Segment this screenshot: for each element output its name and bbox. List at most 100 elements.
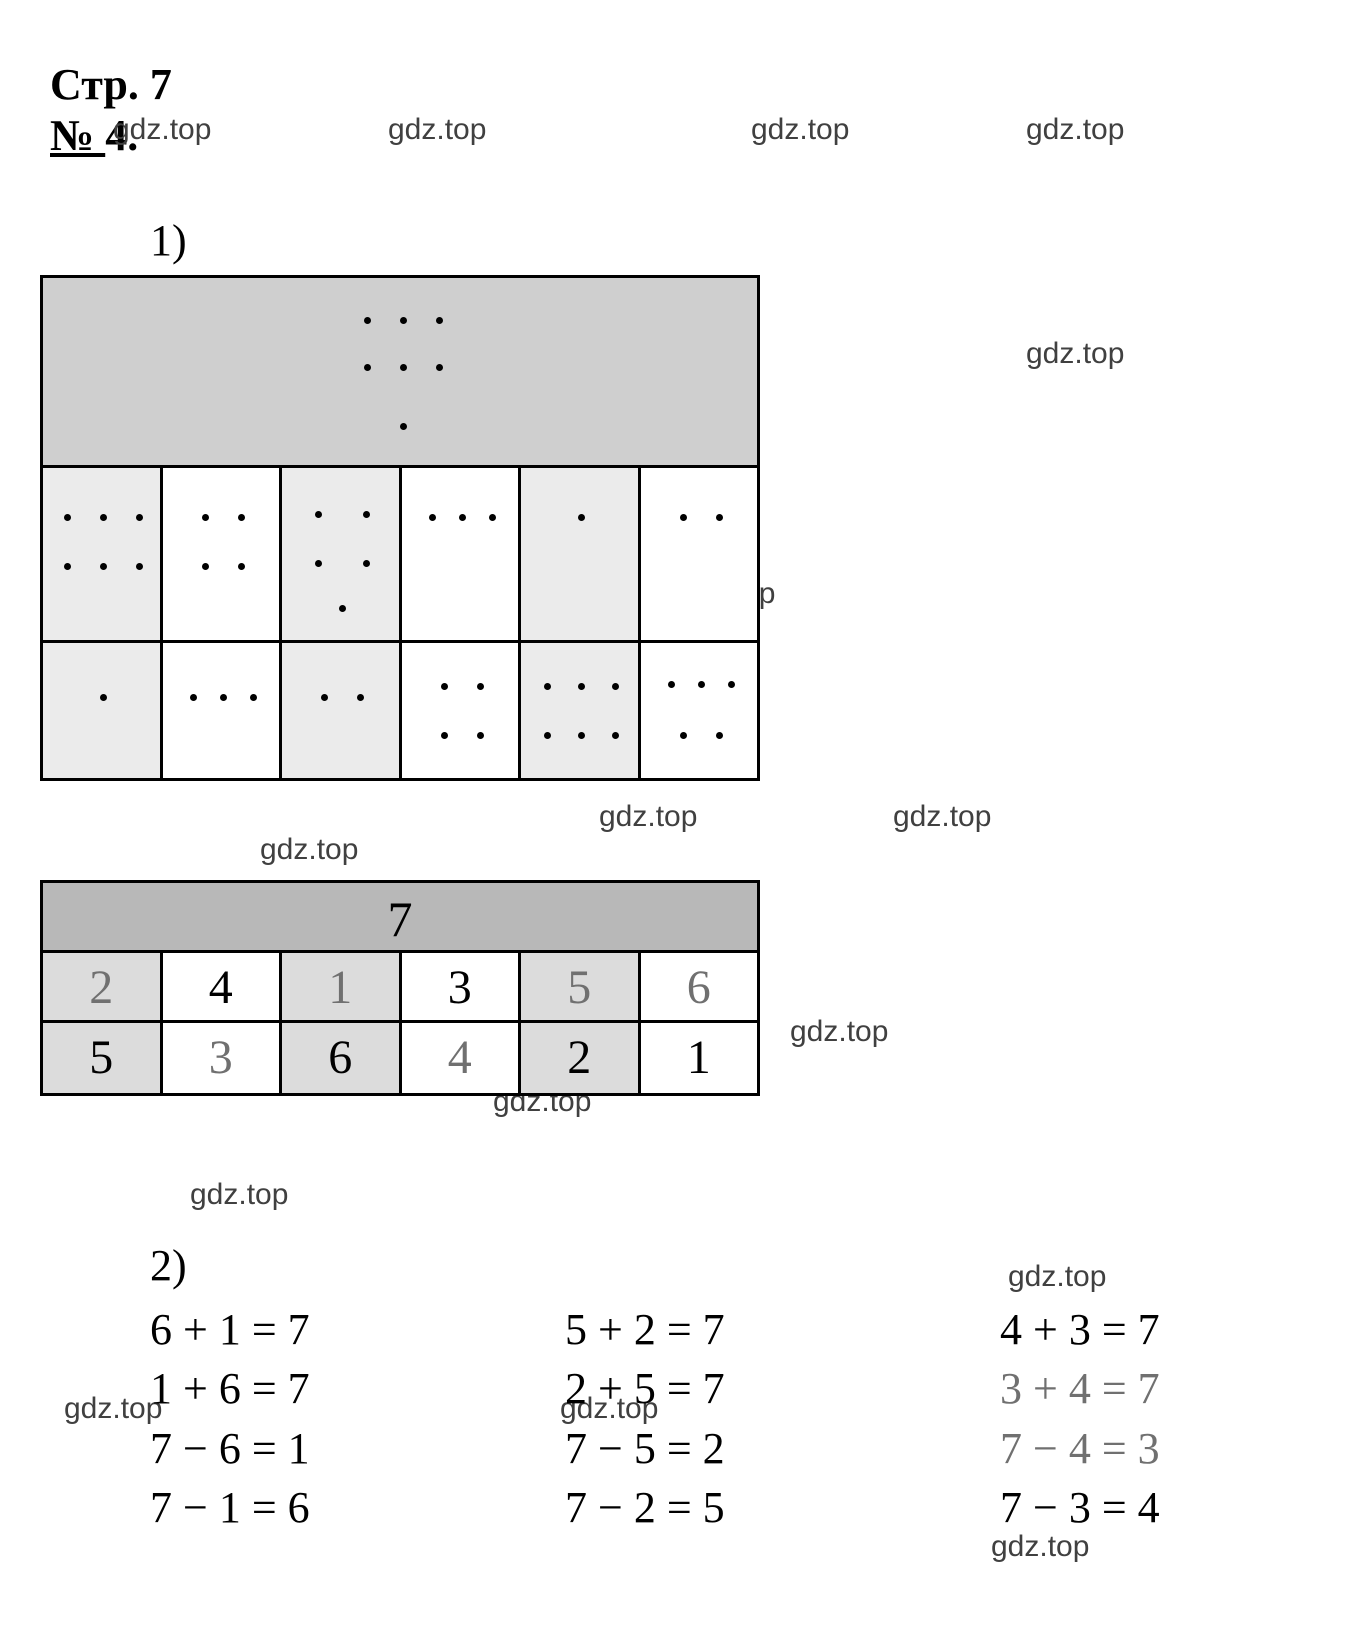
equation: 7 − 4 = 3	[1000, 1419, 1160, 1478]
part-2-label: 2)	[150, 1240, 187, 1291]
equation: 7 − 1 = 6	[150, 1478, 310, 1537]
equations-col-1: 6 + 1 = 71 + 6 = 77 − 6 = 17 − 1 = 6	[150, 1300, 310, 1538]
dot	[364, 364, 371, 371]
watermark: gdz.top	[751, 113, 849, 147]
watermark: gdz.top	[1008, 1260, 1106, 1294]
number-cell: 3	[163, 1023, 283, 1093]
watermark: gdz.top	[893, 800, 991, 834]
equation: 4 + 3 = 7	[1000, 1300, 1160, 1359]
dot	[321, 694, 328, 701]
dot	[436, 364, 443, 371]
dot	[544, 683, 551, 690]
dot	[238, 563, 245, 570]
dot	[400, 317, 407, 324]
dot	[459, 514, 466, 521]
dot	[238, 514, 245, 521]
dots-cell	[163, 643, 283, 778]
watermark: gdz.top	[64, 1392, 162, 1426]
number-cell: 4	[402, 1023, 522, 1093]
dot	[716, 514, 723, 521]
dot	[680, 732, 687, 739]
number-cell: 6	[282, 1023, 402, 1093]
dot	[680, 514, 687, 521]
dot	[315, 511, 322, 518]
numbers-table: 7 241356 536421	[40, 880, 760, 1096]
dot	[400, 364, 407, 371]
dots-cell	[163, 468, 283, 640]
dot	[315, 560, 322, 567]
number-cell: 1	[282, 953, 402, 1020]
dot	[716, 732, 723, 739]
watermark: gdz.top	[113, 113, 211, 147]
dots-table	[40, 275, 760, 781]
equation: 7 − 3 = 4	[1000, 1478, 1160, 1537]
dot	[220, 694, 227, 701]
dots-row-1	[43, 468, 757, 643]
watermark: gdz.top	[260, 833, 358, 867]
dots-cell	[521, 643, 641, 778]
dot	[357, 694, 364, 701]
dot	[698, 681, 705, 688]
dot	[363, 560, 370, 567]
numbers-table-header: 7	[43, 883, 757, 953]
numbers-row-2: 536421	[43, 1023, 757, 1093]
watermark: gdz.top	[790, 1015, 888, 1049]
dot	[364, 317, 371, 324]
dot	[64, 514, 71, 521]
part-1-label: 1)	[150, 215, 187, 266]
dot	[100, 563, 107, 570]
dot	[64, 563, 71, 570]
equation: 7 − 5 = 2	[565, 1419, 725, 1478]
equations-col-2: 5 + 2 = 72 + 5 = 77 − 5 = 27 − 2 = 5	[565, 1300, 725, 1538]
watermark: gdz.top	[599, 800, 697, 834]
number-cell: 2	[521, 1023, 641, 1093]
page-line: Стр. 7	[50, 60, 172, 111]
task-prefix: №	[50, 111, 105, 160]
dot	[578, 683, 585, 690]
watermark: gdz.top	[388, 113, 486, 147]
dot	[250, 694, 257, 701]
dots-cell	[282, 468, 402, 640]
dots-cell	[282, 643, 402, 778]
equation: 2 + 5 = 7	[565, 1359, 725, 1418]
dot	[100, 514, 107, 521]
dot	[202, 563, 209, 570]
dot	[578, 514, 585, 521]
dot	[477, 683, 484, 690]
dot	[477, 732, 484, 739]
dot	[136, 514, 143, 521]
dots-cell	[43, 468, 163, 640]
dot	[100, 694, 107, 701]
dot	[400, 423, 407, 430]
equation: 1 + 6 = 7	[150, 1359, 310, 1418]
dot	[441, 683, 448, 690]
dot	[363, 511, 370, 518]
dot	[441, 732, 448, 739]
watermark: gdz.top	[1026, 337, 1124, 371]
number-cell: 3	[402, 953, 522, 1020]
number-cell: 5	[43, 1023, 163, 1093]
dot	[612, 683, 619, 690]
dots-cell	[43, 643, 163, 778]
number-cell: 6	[641, 953, 758, 1020]
equation: 6 + 1 = 7	[150, 1300, 310, 1359]
dot	[136, 563, 143, 570]
dot	[668, 681, 675, 688]
dot	[339, 605, 346, 612]
dot	[429, 514, 436, 521]
dots-table-header	[43, 278, 757, 468]
dot	[202, 514, 209, 521]
dots-cell	[521, 468, 641, 640]
dot	[728, 681, 735, 688]
dot	[612, 732, 619, 739]
dot	[578, 732, 585, 739]
dot	[436, 317, 443, 324]
dot	[489, 514, 496, 521]
dot	[544, 732, 551, 739]
number-cell: 5	[521, 953, 641, 1020]
dots-cell	[641, 468, 758, 640]
number-cell: 4	[163, 953, 283, 1020]
number-cell: 2	[43, 953, 163, 1020]
dot	[190, 694, 197, 701]
dots-cell	[402, 643, 522, 778]
